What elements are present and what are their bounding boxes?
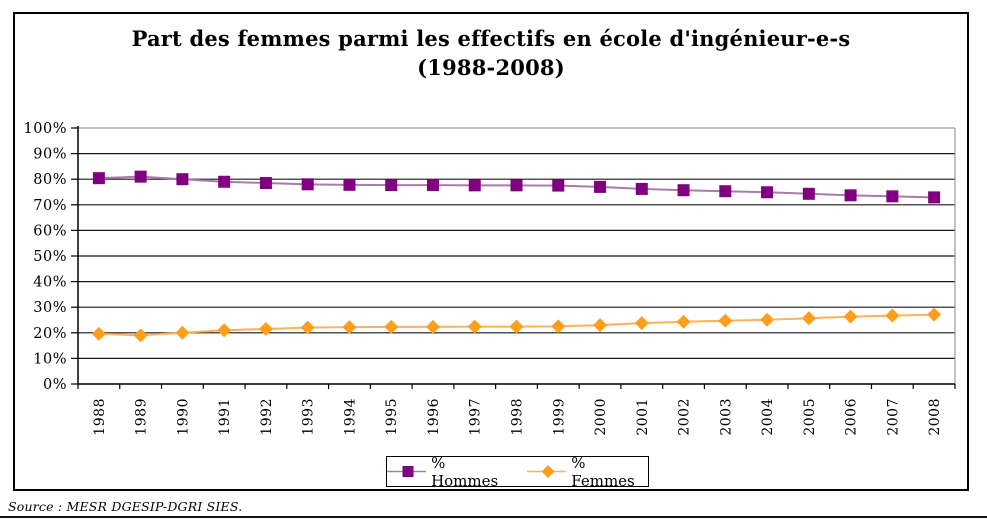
data-point-femmes: [384, 319, 399, 334]
x-axis-label: 2007: [885, 398, 901, 436]
x-axis-label: 2005: [802, 398, 818, 436]
data-point-femmes: [467, 319, 482, 334]
data-point-hommes: [301, 178, 314, 191]
data-point-hommes: [928, 191, 941, 204]
data-point-femmes: [885, 308, 900, 323]
data-point-femmes: [133, 328, 148, 343]
x-axis-label: 2008: [927, 398, 943, 436]
x-axis-label: 1989: [134, 398, 150, 436]
data-point-hommes: [677, 184, 690, 197]
femmes-series-swatch-icon: [527, 465, 567, 478]
data-point-femmes: [843, 309, 858, 324]
data-point-femmes: [676, 314, 691, 329]
x-axis-label: 1997: [468, 398, 484, 436]
x-axis-label: 1993: [301, 398, 317, 436]
y-axis-label: 80%: [33, 172, 67, 188]
hommes-series-swatch-icon: [387, 466, 427, 477]
y-axis-label: 30%: [33, 300, 67, 316]
y-axis-label: 10%: [33, 351, 67, 367]
x-axis-label: 2001: [635, 398, 651, 436]
data-point-hommes: [385, 179, 398, 192]
legend-item-hommes: % Hommes: [387, 454, 511, 490]
chart-legend: % Hommes % Femmes: [386, 454, 649, 490]
data-point-hommes: [844, 189, 857, 202]
x-axis-label: 2006: [844, 398, 860, 436]
data-point-hommes: [635, 182, 648, 195]
data-point-hommes: [594, 180, 607, 193]
x-axis-label: 1991: [217, 398, 233, 436]
data-point-hommes: [719, 185, 732, 198]
y-axis-label: 50%: [33, 249, 67, 265]
data-point-hommes: [886, 190, 899, 203]
data-point-femmes: [760, 312, 775, 327]
data-point-hommes: [426, 179, 439, 192]
chart-title-line2: (1988-2008): [417, 55, 565, 80]
data-point-femmes: [551, 319, 566, 334]
data-point-femmes: [342, 320, 357, 335]
data-point-femmes: [217, 323, 232, 338]
y-axis-label: 40%: [33, 275, 67, 291]
y-axis-label: 60%: [33, 223, 67, 239]
data-point-femmes: [258, 321, 273, 336]
x-axis-label: 2003: [718, 398, 734, 436]
chart-title-line1: Part des femmes parmi les effectifs en é…: [131, 26, 851, 51]
legend-label-femmes: % Femmes: [571, 453, 635, 490]
data-point-hommes: [259, 177, 272, 190]
data-point-hommes: [468, 179, 481, 192]
data-point-hommes: [552, 179, 565, 192]
bottom-horizontal-rule: [0, 516, 987, 518]
y-axis-label: 0%: [43, 377, 67, 393]
x-axis-label: 1996: [426, 398, 442, 436]
chart-outer-border: [13, 12, 969, 491]
data-point-hommes: [343, 178, 356, 191]
data-point-hommes: [92, 172, 105, 185]
data-point-hommes: [218, 175, 231, 188]
x-axis-label: 2002: [677, 398, 693, 436]
y-axis-label: 70%: [33, 198, 67, 214]
x-axis-label: 1995: [384, 398, 400, 436]
data-point-hommes: [510, 179, 523, 192]
data-point-femmes: [718, 313, 733, 328]
legend-label-hommes: % Hommes: [431, 453, 499, 490]
y-axis-label: 100%: [24, 121, 67, 137]
data-point-femmes: [927, 307, 942, 322]
source-note: Source : MESR DGESIP-DGRI SIES.: [8, 499, 243, 514]
x-axis-label: 2004: [760, 398, 776, 436]
y-axis-label: 90%: [33, 147, 67, 163]
data-point-hommes: [802, 187, 815, 200]
x-axis-label: 1992: [259, 398, 275, 436]
data-point-femmes: [91, 326, 106, 341]
x-axis-label: 2000: [593, 398, 609, 436]
x-axis-label: 1998: [510, 398, 526, 436]
data-point-femmes: [300, 320, 315, 335]
x-axis-label: 1988: [92, 398, 108, 436]
data-point-femmes: [425, 319, 440, 334]
data-point-femmes: [593, 318, 608, 333]
data-point-femmes: [175, 325, 190, 340]
x-axis-label: 1990: [175, 398, 191, 436]
chart-title: Part des femmes parmi les effectifs en é…: [13, 24, 969, 82]
data-point-hommes: [176, 173, 189, 186]
x-axis-label: 1994: [342, 398, 358, 436]
x-axis-label: 1999: [551, 398, 567, 436]
data-point-hommes: [134, 170, 147, 183]
data-point-femmes: [801, 311, 816, 326]
data-point-femmes: [634, 316, 649, 331]
legend-item-femmes: % Femmes: [527, 454, 648, 490]
data-point-hommes: [761, 186, 774, 199]
y-axis-label: 20%: [33, 326, 67, 342]
data-point-femmes: [509, 319, 524, 334]
